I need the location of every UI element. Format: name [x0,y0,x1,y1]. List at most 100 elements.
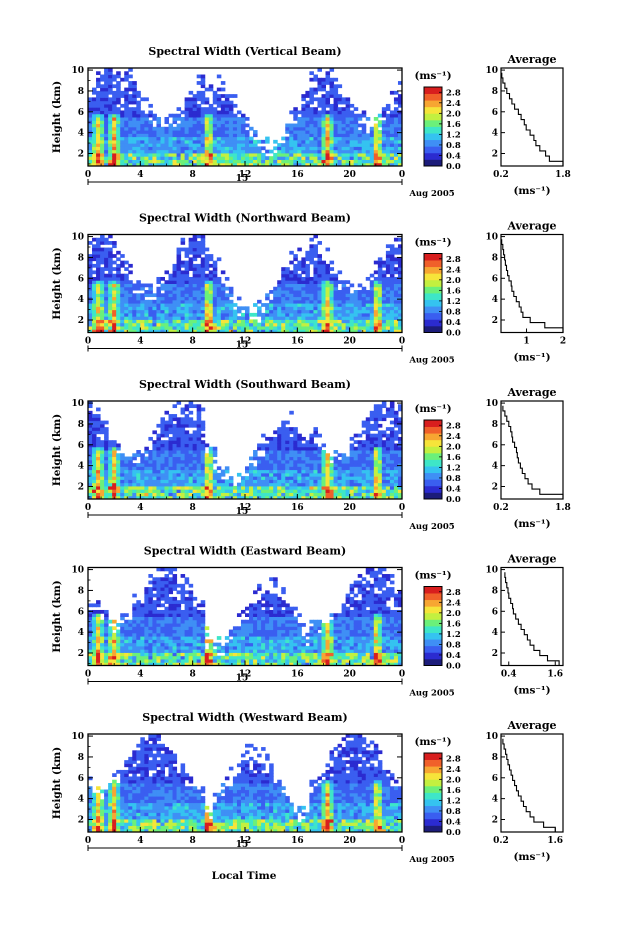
heatmap-cell [108,293,113,298]
heatmap-cell [128,117,133,121]
heatmap-cell [104,427,109,431]
heatmap-cell [245,162,250,167]
heatmap-cell [289,250,294,255]
heatmap-cell [88,322,93,327]
heatmap-cell [148,652,153,657]
heatmap-cell [136,472,141,477]
heatmap-cell [293,303,298,307]
heatmap-cell [365,440,371,444]
heatmap-cell [365,156,371,160]
heatmap-cell [168,136,174,141]
heatmap-cell [281,456,286,461]
heatmap-cell [257,329,262,333]
heatmap-cell [144,662,149,666]
heatmap-cell [321,459,327,464]
heatmap-cell [108,440,113,444]
heatmap-cell [108,159,113,164]
heatmap-cell [329,87,335,92]
heatmap-cell [192,329,198,333]
heatmap-cell [200,407,206,412]
heatmap-cell [240,130,246,134]
heatmap-cell [361,123,367,128]
heatmap-cell [224,466,230,471]
heatmap-cell [172,273,178,278]
heatmap-cell [208,139,214,144]
heatmap-cell [389,427,395,431]
heatmap-cell [128,97,133,102]
heatmap-cell [120,254,125,258]
heatmap-cell [345,492,351,497]
heatmap-cell [132,325,137,330]
heatmap-cell [257,325,262,330]
heatmap-cell [297,466,302,471]
heatmap-cell [293,293,298,298]
heatmap-cell [361,485,367,490]
heatmap-cell [393,479,399,484]
heatmap-cell [172,489,178,493]
heatmap-cell [265,156,270,160]
heatmap-cell [277,162,282,167]
heatmap-cell [176,113,182,118]
heatmap-cell [200,237,206,242]
heatmap-cell [96,642,101,647]
heatmap-cell [124,283,129,288]
avg-x-tick-label: 0.2 [493,503,509,513]
heatmap-cell [208,466,214,471]
heatmap-cell [172,325,178,330]
heatmap-cell [180,309,186,314]
heatmap-cell [96,453,101,458]
heatmap-cell [208,276,214,281]
heatmap-cell [357,472,363,477]
heatmap-cell [325,94,331,98]
heatmap-cell [313,489,318,493]
heatmap-cell [88,430,93,435]
day-label: 15 [236,174,249,184]
heatmap-cell [176,123,182,128]
heatmap-cell [88,472,93,477]
heatmap-cell [220,130,226,134]
heatmap-cell [88,143,93,147]
heatmap-cell [116,489,121,493]
heatmap-cell [108,84,113,89]
heatmap-cell [341,466,347,471]
heatmap-cell [236,149,242,154]
colorbar-segment [424,253,442,261]
heatmap-cell [92,263,97,268]
heatmap-cell [313,139,318,144]
heatmap-cell [100,430,105,435]
heatmap-cell [397,303,403,307]
heatmap-cell [397,489,403,493]
heatmap-cell [112,143,117,147]
heatmap-cell [261,469,266,474]
heatmap-cell [305,136,310,141]
heatmap-cell [144,126,149,131]
heatmap-cell [128,143,133,147]
heatmap-cell [357,479,363,484]
heatmap-cell [112,469,117,474]
heatmap-cell [208,299,214,304]
heatmap-cell [172,329,178,333]
heatmap-cell [301,263,306,268]
heatmap-cell [301,495,306,500]
heatmap-cell [104,126,109,131]
heatmap-cell [172,296,178,301]
heatmap-cell [116,130,121,134]
heatmap-cell [397,430,403,435]
heatmap-cell [88,476,93,480]
heatmap-cell [104,130,109,134]
heatmap-cell [140,312,145,317]
heatmap-cell [188,325,194,330]
heatmap-cell [160,312,165,317]
heatmap-cell [385,146,391,151]
heatmap-cell [92,476,97,480]
heatmap-cell [261,443,266,448]
heatmap-cell [253,139,258,144]
heatmap-cell [305,316,310,320]
heatmap-cell [317,273,322,278]
heatmap-cell [253,450,258,454]
heatmap-cell [353,322,359,327]
heatmap-cell [92,87,97,92]
heatmap-cell [321,299,327,304]
heatmap-cell [184,476,190,480]
heatmap-cell [393,303,399,307]
